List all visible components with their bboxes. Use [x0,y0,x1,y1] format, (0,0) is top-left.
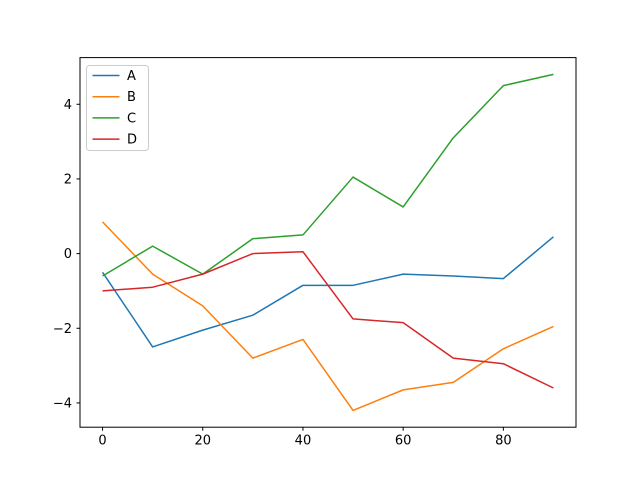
y-tick-label: −4 [53,396,72,411]
series-line-A [101,236,554,348]
series-layer [101,73,554,412]
series-line-C [102,73,554,277]
legend-label-D: D [127,133,137,148]
x-tick-label: 0 [98,434,106,449]
axes-layer: 0 20 40 60 80 −4 −2 0 2 4 [53,57,577,449]
y-tick-label: −2 [53,322,72,337]
x-tick-label: 60 [395,434,412,449]
legend-frame [86,65,149,151]
series-line-D [102,250,554,389]
y-tick-label: 0 [64,247,72,262]
legend-label-B: B [127,90,136,105]
y-tick-label: 4 [64,98,72,113]
legend-label-A: A [127,69,136,84]
x-tick-label: 40 [295,434,312,449]
x-tick-label: 80 [495,434,512,449]
series-line-B [102,221,554,412]
legend-label-C: C [127,111,136,126]
y-tick-label: 2 [64,172,72,187]
x-tick-label: 20 [194,434,211,449]
axes-spines [79,57,577,428]
